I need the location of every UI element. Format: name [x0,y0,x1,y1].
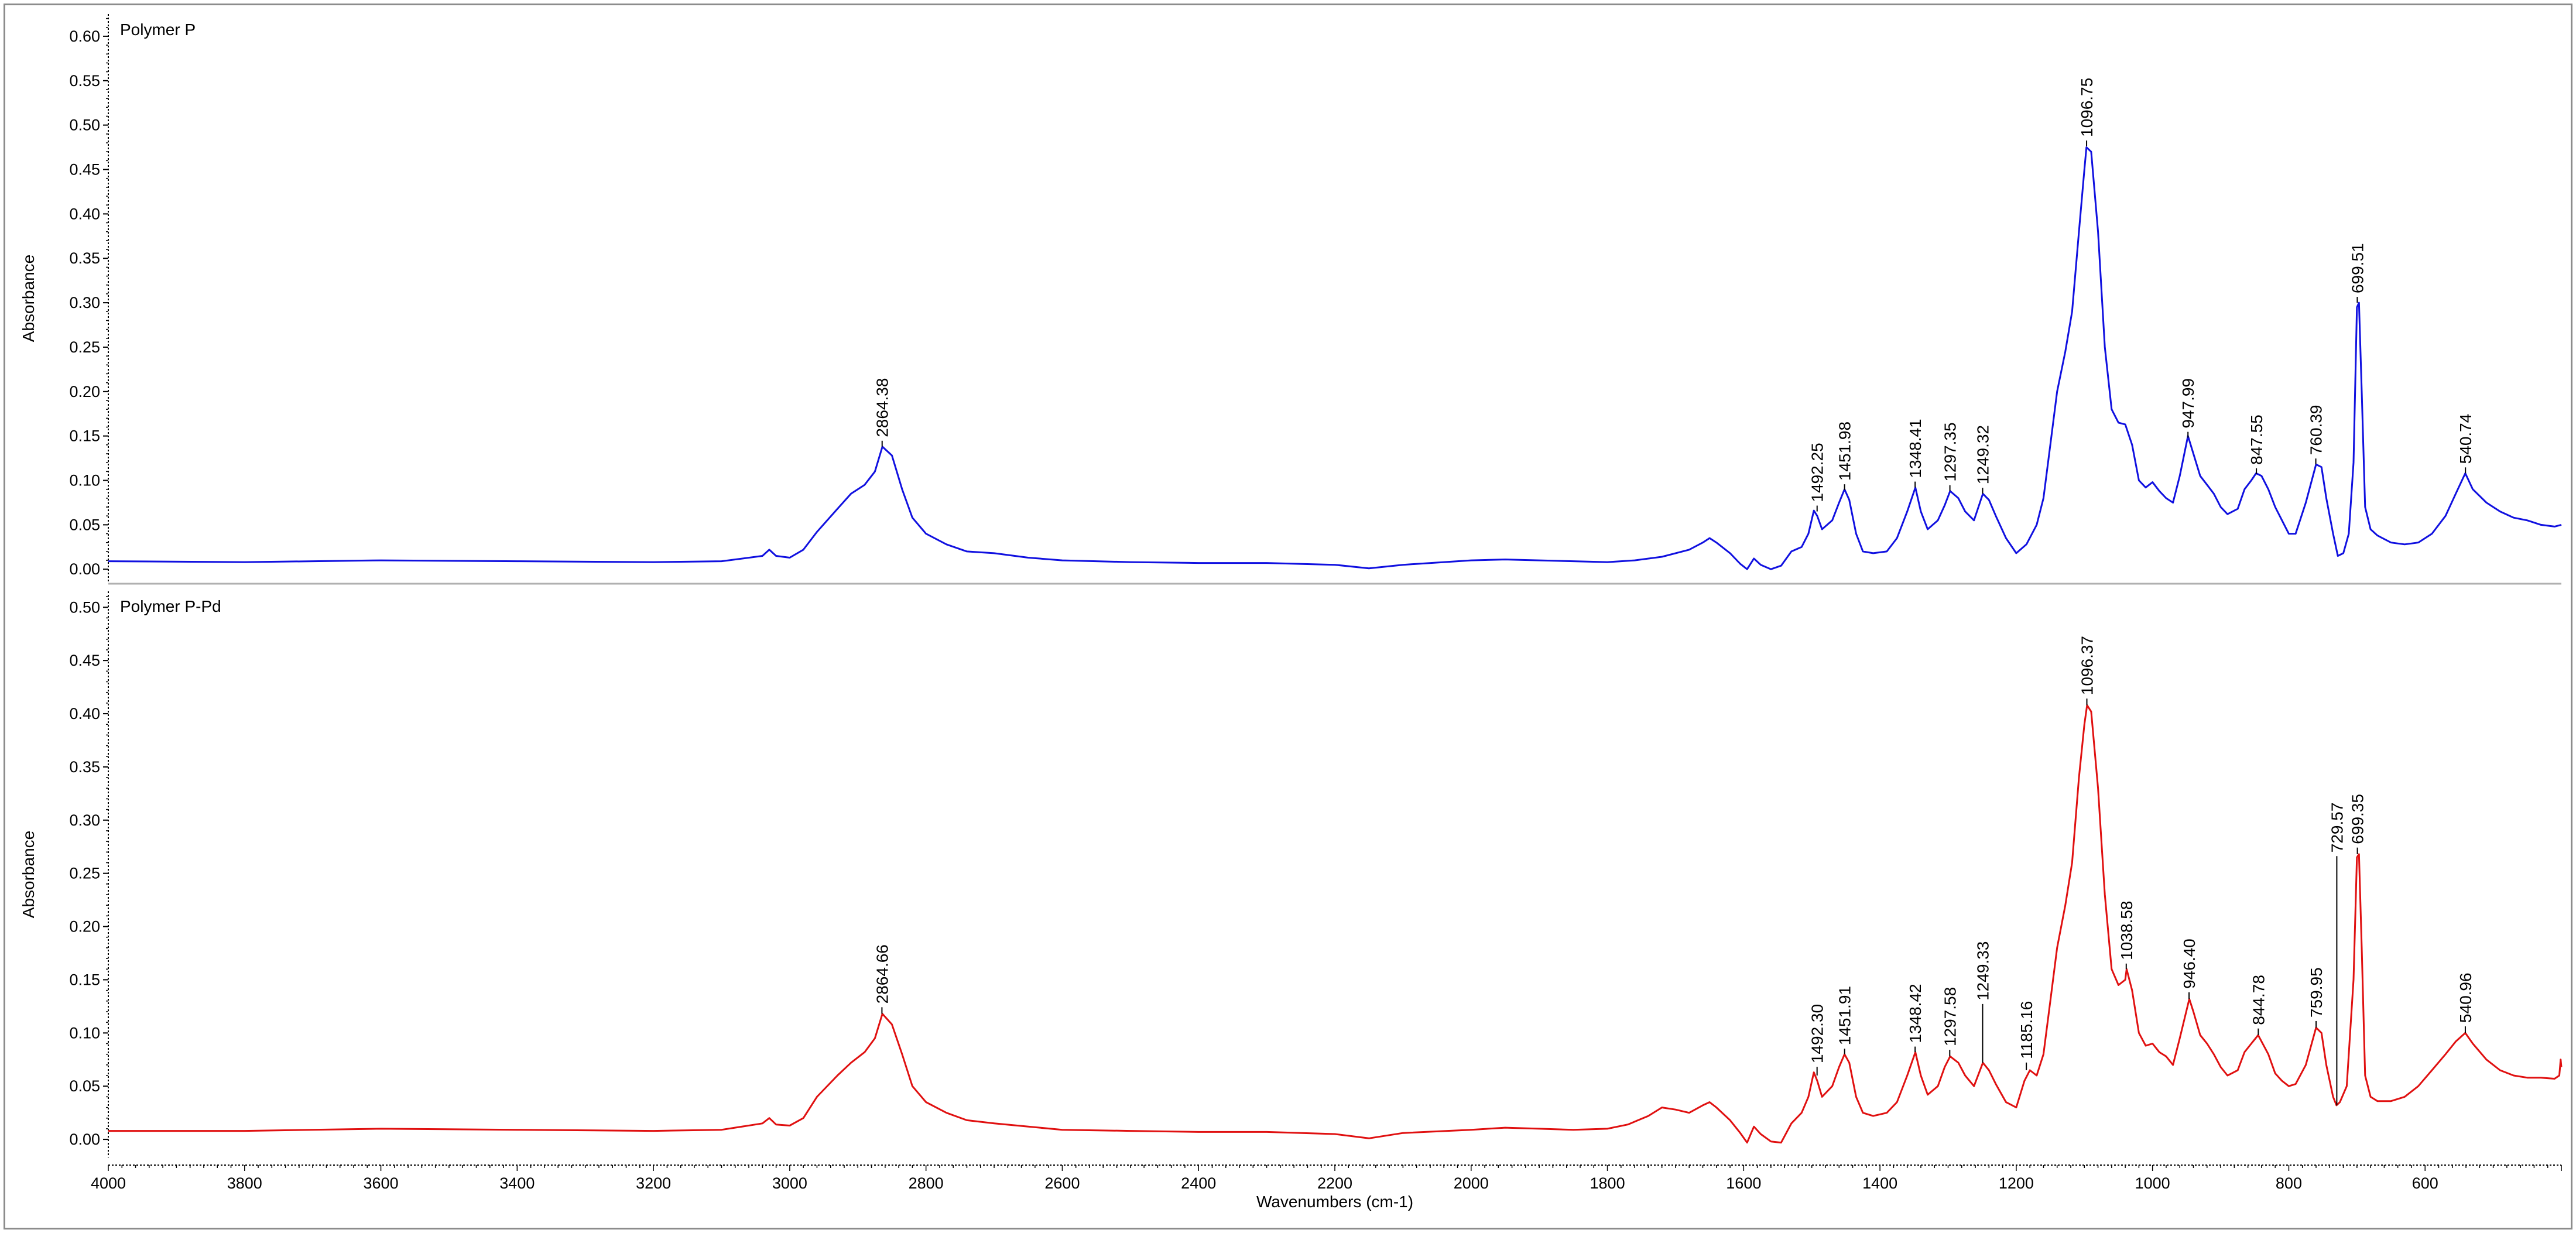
peak-label: 1096.37 [2078,636,2097,695]
peak-label: 1492.25 [1808,443,1827,502]
y-tick-label: 0.05 [69,1077,100,1095]
y-tick-label: 0.15 [69,971,100,988]
peak-label: 1492.30 [1808,1004,1827,1063]
peak-label: 2864.38 [873,378,892,437]
x-axis: 4000 3800 3600 3400 3200 3000 2800 2600 2400 2200… [91,1164,2562,1211]
peak-label: 1348.42 [1906,984,1924,1043]
x-tick-label: 600 [2412,1174,2438,1192]
x-tick-label: 3800 [227,1174,262,1192]
y-tick-label: 0.10 [69,1024,100,1042]
panel-title: Polymer P-Pd [120,597,221,615]
y-tick-label: 0.05 [69,516,100,533]
panel-polymer-p-pd: 0.00 0.05 0.10 0.15 0.20 0.25 0.30 0.35 0.40 0.45… [19,591,2563,1157]
y-tick-label: 0.30 [69,811,100,829]
x-tick-label: 3400 [499,1174,535,1192]
y-tick-label: 0.50 [69,117,100,134]
panel-title: Polymer P [120,20,196,39]
y-axis-title: Absorbance [19,255,37,342]
peak-label: 540.74 [2457,414,2475,464]
peak-label: 540.96 [2457,972,2475,1023]
y-tick-label: 0.60 [69,28,100,45]
x-tick-label: 800 [2276,1174,2302,1192]
peak-label: 1297.58 [1941,987,1959,1046]
x-axis-title: Wavenumbers (cm-1) [1256,1193,1413,1211]
y-tick-label: 0.00 [69,560,100,578]
peak-label: 1297.35 [1941,422,1960,481]
y-axis-title: Absorbance [19,831,37,918]
x-tick-label: 1200 [1999,1174,2034,1192]
peak-label: 699.35 [2349,794,2367,844]
chart-frame [4,4,2572,1229]
peak-label: 844.78 [2249,975,2267,1025]
peak-label: 946.40 [2180,939,2198,989]
x-tick-label: 2200 [1317,1174,1352,1192]
y-tick-label: 0.35 [69,758,100,776]
x-tick-label: 3200 [636,1174,671,1192]
peak-label: 947.99 [2179,378,2197,429]
x-tick-label: 1600 [1726,1174,1761,1192]
x-tick-label: 1000 [2135,1174,2170,1192]
peak-label: 1451.91 [1836,986,1854,1045]
y-tick-label: 0.35 [69,249,100,267]
y-tick-label: 0.50 [69,598,100,616]
peak-label: 729.57 [2328,803,2346,853]
y-tick-label: 0.10 [69,472,100,489]
x-tick-label: 2000 [1454,1174,1489,1192]
y-tick-label: 0.15 [69,427,100,445]
peak-label: 1451.98 [1836,422,1854,481]
peak-label: 1249.32 [1974,425,1992,484]
peak-label: 1038.58 [2118,901,2136,960]
panel-polymer-p: 0.00 0.05 0.10 0.15 0.20 0.25 0.30 0.35 0.40 0.45… [19,14,2562,583]
x-tick-label: 2400 [1181,1174,1216,1192]
y-tick-label: 0.40 [69,205,100,222]
spectrum-line-ppd [108,704,2563,1144]
x-tick-label: 2600 [1044,1174,1080,1192]
y-tick-label: 0.55 [69,72,100,90]
peak-label: 2864.66 [873,944,891,1003]
y-tick-label: 0.25 [69,865,100,882]
y-tick-label: 0.30 [69,294,100,311]
peak-label: 1096.75 [2078,78,2096,137]
x-tick-label: 3600 [364,1174,399,1192]
spectrum-line-p [108,146,2562,570]
peak-label: 847.55 [2248,415,2266,465]
y-tick-label: 0.20 [69,383,100,400]
peak-label: 760.39 [2307,405,2325,455]
x-tick-label: 4000 [91,1174,126,1192]
y-tick-label: 0.20 [69,918,100,936]
y-tick-label: 0.45 [69,652,100,669]
peak-label: 1249.33 [1974,941,1992,1001]
y-tick-label: 0.25 [69,338,100,356]
peak-label: 1348.41 [1906,419,1924,478]
x-tick-label: 1800 [1590,1174,1625,1192]
x-tick-label: 2800 [909,1174,944,1192]
peak-label: 1185.16 [2017,1001,2036,1059]
x-tick-label: 3000 [772,1174,807,1192]
peak-label: 759.95 [2307,967,2325,1018]
x-tick-label: 1400 [1862,1174,1897,1192]
y-tick-label: 0.40 [69,705,100,722]
y-tick-label: 0.00 [69,1131,100,1148]
peak-label: 699.51 [2348,243,2366,293]
y-tick-label: 0.45 [69,161,100,179]
